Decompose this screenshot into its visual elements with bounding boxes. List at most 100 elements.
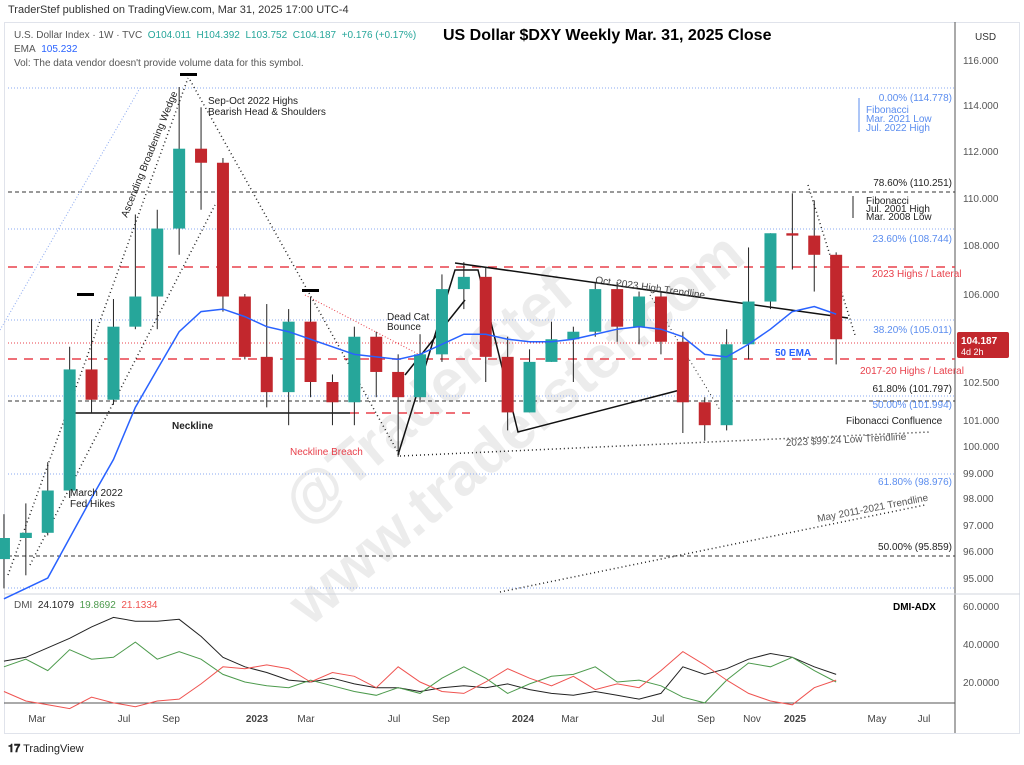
candle-body	[435, 289, 448, 355]
candle	[0, 514, 10, 589]
minus-di-value: 21.1334	[121, 600, 158, 611]
candle	[151, 209, 164, 330]
candle	[786, 193, 799, 270]
fed-label-2: Fed Hikes	[70, 499, 115, 510]
may-trendline	[499, 504, 926, 593]
marker	[302, 289, 319, 292]
candle-body	[238, 296, 251, 357]
candle	[742, 247, 755, 360]
may-trend-label: May 2011-2021 Trendline	[816, 493, 929, 525]
candle-body	[304, 321, 317, 382]
dmi-tick-label: 20.0000	[963, 678, 1000, 689]
dead-cat-line	[304, 294, 421, 356]
candle	[63, 346, 76, 498]
candle	[19, 503, 32, 576]
candle	[195, 107, 208, 210]
candle-body	[173, 148, 186, 229]
time-tick-label: 2025	[784, 714, 807, 725]
candle	[457, 262, 470, 310]
candle	[41, 462, 54, 536]
fib-50a-label: 50.00% (101.994)	[872, 400, 952, 411]
price-tick-label: 102.500	[963, 378, 1000, 389]
marker	[77, 293, 94, 296]
open-value: O104.011	[147, 30, 191, 41]
candle	[567, 326, 580, 382]
dmi-tick-label: 40.0000	[963, 640, 1000, 651]
time-axis-ticks: Mar Jul Sep 2023 Mar Jul Sep 2024 Mar Jul Sep Nov 20…	[28, 714, 930, 725]
candle	[830, 252, 843, 365]
ema-label[interactable]: EMA	[14, 44, 36, 55]
candle-body	[676, 341, 689, 403]
time-tick-label: Mar	[297, 714, 315, 725]
footer-label: TradingView	[23, 743, 84, 755]
candle	[173, 87, 186, 255]
candle-body	[742, 301, 755, 345]
candle	[85, 319, 98, 413]
symbol-legend[interactable]: U.S. Dollar Index · 1W · TVC O104.011 H1…	[14, 29, 416, 71]
price-tick-label: 108.000	[963, 241, 1000, 252]
tradingview-logo[interactable]: 𝟏𝟕 TradingView	[8, 743, 84, 756]
candle	[370, 331, 383, 398]
price-tick-label: 114.000	[963, 101, 999, 112]
annotations: Sep-Oct 2022 Highs Bearish Head & Should…	[70, 90, 964, 553]
candle-body	[41, 490, 54, 533]
candle-body	[830, 254, 843, 340]
price-tag: 104.187 4d 2h	[957, 332, 1009, 358]
ema50-label: 50 EMA	[775, 348, 811, 359]
candle-body	[523, 361, 536, 413]
candle-body	[85, 369, 98, 400]
ema-value: 105.232	[41, 44, 78, 55]
dmi-legend[interactable]: DMI 24.1079 19.8692 21.1334	[14, 600, 158, 611]
candle-body	[260, 356, 273, 393]
time-tick-label: Sep	[697, 714, 715, 725]
fibA-2: Mar. 2021 Low	[866, 114, 932, 125]
price-tick-label: 95.000	[963, 574, 994, 585]
candle-body	[479, 276, 492, 357]
wedge-upper	[7, 77, 189, 576]
price-tag-price: 104.187	[961, 336, 998, 347]
candle-body	[326, 382, 339, 403]
candle	[633, 291, 646, 345]
price-tag-bg	[957, 332, 1009, 358]
currency-label[interactable]: USD	[975, 32, 997, 43]
candle	[326, 374, 339, 426]
candle	[435, 274, 448, 362]
fibB-1: Fibonacci	[866, 196, 909, 207]
candle-body	[786, 233, 799, 236]
fibA-1: Fibonacci	[866, 105, 909, 116]
time-tick-label: Jul	[388, 714, 401, 725]
time-tick-label: Mar	[28, 714, 46, 725]
dcb-label-1: Dead Cat	[387, 312, 429, 323]
fib-levels	[8, 87, 955, 589]
time-tick-label: Mar	[561, 714, 579, 725]
ema-line	[3, 305, 837, 600]
price-tick-label: 101.000	[963, 416, 1000, 427]
candle	[238, 294, 251, 360]
price-tick-label: 100.000	[963, 442, 1000, 453]
price-tick-label: 97.000	[963, 521, 994, 532]
candle	[589, 281, 602, 337]
symbol-name[interactable]: U.S. Dollar Index · 1W · TVC	[14, 30, 143, 41]
candle-body	[698, 402, 711, 426]
fibA-3: Jul. 2022 High	[866, 123, 930, 134]
fib-786-label: 78.60% (110.251)	[873, 178, 952, 189]
chart-title: US Dollar $DXY Weekly Mar. 31, 2025 Clos…	[443, 27, 772, 44]
dcb-label-2: Bounce	[387, 322, 421, 333]
candle-body	[151, 228, 164, 297]
candle-body	[567, 331, 580, 340]
time-tick-label: 2023	[246, 714, 269, 725]
candle-body	[414, 354, 427, 398]
candle	[129, 214, 142, 330]
fibB-2: Jul. 2001 High	[866, 204, 930, 215]
dmi-label[interactable]: DMI	[14, 600, 33, 611]
candle-body	[63, 369, 76, 491]
candle	[501, 336, 514, 431]
tv-logo-icon: 𝟏𝟕	[8, 743, 21, 755]
fib-618a-label: 61.80% (101.797)	[872, 384, 952, 395]
close-value: C104.187	[292, 30, 337, 41]
candle-body	[808, 235, 821, 255]
time-tick-label: Jul	[652, 714, 665, 725]
dmi-series-adx	[3, 616, 837, 700]
candle-body	[216, 162, 229, 297]
